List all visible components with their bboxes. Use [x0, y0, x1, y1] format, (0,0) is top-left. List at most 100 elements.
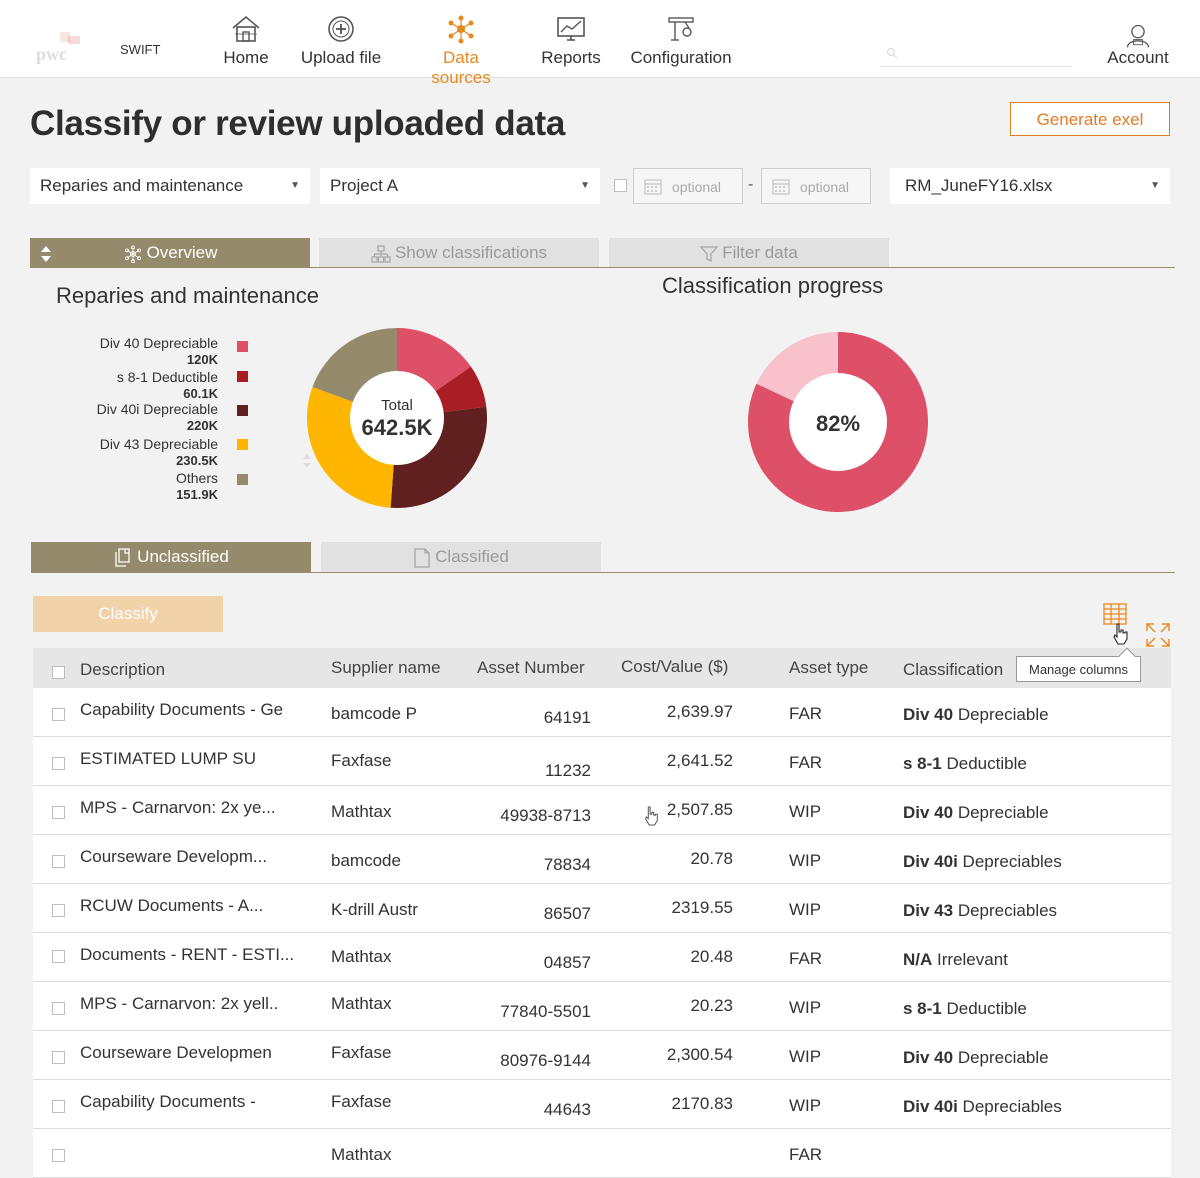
- classification-type: Depreciable: [957, 1048, 1049, 1067]
- cell-description: ESTIMATED LUMP SU: [80, 749, 257, 768]
- select-all-checkbox[interactable]: [52, 666, 65, 679]
- table-row[interactable]: Capability Documents - Faxfase 44643 2170.8…: [33, 1080, 1171, 1129]
- cell-cost: 2,300.54: [666, 1045, 733, 1064]
- donut-center-value: 642.5K: [362, 415, 433, 440]
- cell-supplier: bamcode P: [331, 704, 417, 723]
- column-header-supplier[interactable]: Supplier name: [331, 658, 441, 677]
- tab-classified[interactable]: Classified: [321, 542, 601, 572]
- cell-supplier: Mathtax: [331, 994, 392, 1013]
- cell-classification: s 8-1 Deductible: [903, 754, 1027, 774]
- expand-icon[interactable]: [1146, 623, 1170, 647]
- tab-show-classifications[interactable]: Show classifications: [319, 238, 599, 268]
- hand-cursor-icon: [1113, 623, 1128, 645]
- column-header-classification[interactable]: Classification: [903, 660, 1004, 679]
- classification-type: Depreciables: [962, 852, 1062, 871]
- cell-classification: Div 40 Depreciable: [903, 705, 1049, 725]
- row-checkbox[interactable]: [52, 904, 65, 917]
- cell-asset-type: FAR: [789, 1145, 823, 1164]
- row-checkbox[interactable]: [52, 757, 65, 770]
- classification-type: Irrelevant: [937, 950, 1008, 969]
- row-checkbox[interactable]: [52, 708, 65, 721]
- legend-swatch: [237, 439, 248, 450]
- column-header-cost[interactable]: Cost/Value ($): [621, 657, 729, 676]
- row-checkbox[interactable]: [52, 855, 65, 868]
- nav-data-sources[interactable]: Data sources: [411, 14, 511, 88]
- row-checkbox[interactable]: [52, 806, 65, 819]
- cell-classification: Div 40i Depreciables: [903, 852, 1062, 872]
- table-row[interactable]: ESTIMATED LUMP SU Faxfase 11232 2,641.52 FAR…: [33, 737, 1171, 786]
- project-select[interactable]: Project A ▼: [320, 168, 600, 204]
- classification-code: Div 40: [903, 803, 954, 822]
- table-row[interactable]: MPS - Carnarvon: 2x ye... Mathtax 49938-87…: [33, 786, 1171, 835]
- tab-overview-label: Overview: [146, 243, 218, 262]
- tab-unclassified[interactable]: Unclassified: [31, 542, 311, 572]
- classify-button[interactable]: Classify: [33, 596, 223, 632]
- collapse-toggle-icon[interactable]: [40, 244, 52, 264]
- column-header-asset-number[interactable]: Asset Number: [477, 658, 585, 677]
- classification-code: Div 40i: [903, 1097, 958, 1116]
- nav-upload-file[interactable]: Upload file: [299, 14, 383, 68]
- date-to-input[interactable]: optional: [761, 168, 871, 204]
- column-header-asset-type[interactable]: Asset type: [789, 658, 869, 677]
- cell-cost: 2319.55: [671, 898, 733, 917]
- home-icon: [232, 15, 260, 42]
- cell-asset-number: 04857: [543, 953, 591, 972]
- row-checkbox[interactable]: [52, 1051, 65, 1064]
- nav-home[interactable]: Home: [222, 14, 270, 68]
- category-select[interactable]: Reparies and maintenance ▼: [30, 168, 310, 204]
- generate-excel-button[interactable]: Generate exel: [1010, 102, 1170, 136]
- table-body: Capability Documents - Ge bamcode P 64191 2…: [33, 688, 1171, 1178]
- cell-description: RCUW Documents - A...: [80, 896, 264, 915]
- cell-asset-number: 78834: [543, 855, 591, 874]
- row-checkbox[interactable]: [52, 1100, 65, 1113]
- legend-value: 60.1K: [183, 386, 218, 401]
- nav-data-sources-label: Data sources: [431, 48, 491, 87]
- table-row[interactable]: Courseware Developm... bamcode 78834 20.78 W…: [33, 835, 1171, 884]
- nav-account[interactable]: Account: [1106, 22, 1170, 68]
- donut-hole: [350, 371, 444, 465]
- cell-classification: N/A Irrelevant: [903, 950, 1008, 970]
- cell-asset-number: 49938-8713: [500, 806, 591, 825]
- cell-supplier: Faxfase: [331, 751, 392, 770]
- column-header-description[interactable]: Description: [80, 660, 166, 679]
- tab-overview[interactable]: Overview: [30, 238, 310, 268]
- row-checkbox[interactable]: [52, 1149, 65, 1162]
- chart-title-progress: Classification progress: [662, 273, 884, 298]
- tab-filter-data-label: Filter data: [722, 243, 798, 262]
- date-range-checkbox[interactable]: [614, 179, 627, 192]
- tab-filter-data[interactable]: Filter data: [609, 238, 889, 268]
- nav-reports[interactable]: Reports: [541, 14, 601, 68]
- row-checkbox[interactable]: [52, 950, 65, 963]
- app-brand: SWIFT: [120, 42, 161, 57]
- manage-columns-icon[interactable]: [1103, 603, 1127, 625]
- table-row[interactable]: Documents - RENT - ESTI... Mathtax 04857 20…: [33, 933, 1171, 982]
- chart-legend: Div 40 Depreciable 120K s 8-1 Deductible 6…: [60, 333, 250, 503]
- date-from-input[interactable]: optional: [633, 168, 743, 204]
- table-row[interactable]: Capability Documents - Ge bamcode P 64191 2…: [33, 688, 1171, 737]
- legend-label: Div 40 Depreciable: [99, 335, 218, 351]
- cell-asset-type: WIP: [789, 900, 822, 919]
- legend-label: Others: [175, 470, 218, 486]
- cell-classification: Div 40 Depreciable: [903, 803, 1049, 823]
- pwc-logo[interactable]: pwc: [34, 30, 86, 66]
- configuration-icon: [668, 17, 694, 41]
- date-from-placeholder: optional: [672, 179, 722, 195]
- cell-cost: 20.78: [690, 849, 733, 868]
- legend-item: Div 40i Depreciable 220K: [97, 401, 218, 433]
- file-select[interactable]: RM_JuneFY16.xlsx ▼: [890, 168, 1170, 204]
- row-checkbox[interactable]: [52, 1002, 65, 1015]
- legend-swatch: [237, 474, 248, 485]
- tab-show-classifications-label: Show classifications: [394, 243, 548, 262]
- sort-icon[interactable]: [301, 451, 313, 471]
- table-row[interactable]: MPS - Carnarvon: 2x yell.. Mathtax 77840-5…: [33, 982, 1171, 1031]
- cell-asset-number: 77840-5501: [500, 1002, 591, 1021]
- table-row[interactable]: RCUW Documents - A... K-drill Austr 86507 2…: [33, 884, 1171, 933]
- hand-cursor-icon: [645, 806, 658, 826]
- nav-configuration[interactable]: Configuration: [628, 14, 734, 68]
- cell-supplier: Faxfase: [331, 1092, 392, 1111]
- classification-code: Div 40i: [903, 852, 958, 871]
- table-row[interactable]: Courseware Developmen Faxfase 80976-9144 2,…: [33, 1031, 1171, 1080]
- nav-search-field[interactable]: [880, 44, 1072, 67]
- table-row[interactable]: Mathtax FAR: [33, 1129, 1171, 1178]
- chart-title-maintenance: Reparies and maintenance: [56, 283, 319, 308]
